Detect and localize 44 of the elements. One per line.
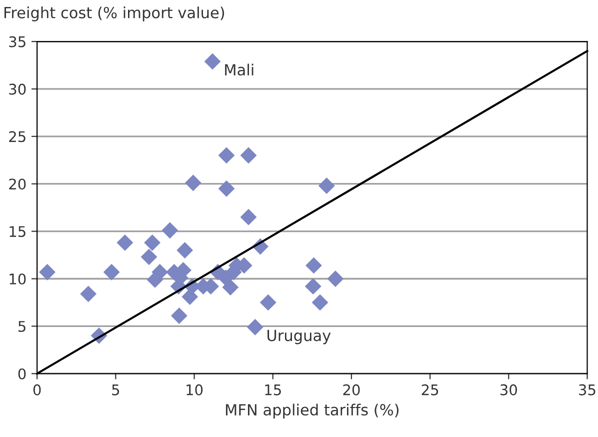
point bbox=[304, 278, 322, 295]
point bbox=[327, 270, 344, 287]
point bbox=[140, 248, 158, 266]
point bbox=[80, 286, 97, 302]
annotation: Mali bbox=[225, 64, 254, 76]
x-tick-label: 35 bbox=[579, 384, 596, 396]
point bbox=[318, 178, 335, 194]
y-tick-label: 35 bbox=[9, 36, 26, 48]
annotation: Uruguay bbox=[268, 330, 331, 344]
point bbox=[144, 234, 161, 251]
x-tick-label: 20 bbox=[343, 384, 360, 396]
point bbox=[306, 257, 322, 274]
x-tick-label: 0 bbox=[33, 384, 41, 396]
point bbox=[240, 147, 257, 164]
point bbox=[240, 208, 257, 226]
point bbox=[204, 53, 221, 70]
point bbox=[260, 294, 276, 311]
point bbox=[103, 264, 120, 280]
point bbox=[246, 318, 264, 336]
point bbox=[184, 174, 202, 192]
y-tick-label: 25 bbox=[9, 131, 26, 142]
x-tick-label: 30 bbox=[500, 384, 517, 396]
x-tick-label: 5 bbox=[112, 384, 120, 396]
x-tick-label: 10 bbox=[186, 384, 203, 396]
y-tick-label: 0 bbox=[18, 368, 26, 380]
y-tick-label: 5 bbox=[18, 321, 26, 332]
point bbox=[116, 234, 134, 251]
point bbox=[176, 242, 194, 258]
point bbox=[162, 222, 178, 239]
x-tick-label: 15 bbox=[265, 384, 281, 396]
point bbox=[152, 264, 168, 280]
y-tick-label: 20 bbox=[9, 178, 26, 190]
x-tick-label: 25 bbox=[422, 384, 438, 396]
point bbox=[222, 279, 239, 296]
y-tick-label: 10 bbox=[10, 273, 26, 284]
point bbox=[218, 147, 235, 164]
x-axis-title: MFN applied tariffs (%) bbox=[226, 404, 399, 419]
point bbox=[218, 180, 235, 197]
point bbox=[170, 308, 188, 324]
y-tick-label: 30 bbox=[9, 84, 26, 95]
y-axis-title: Freight cost (% import value) bbox=[4, 6, 224, 22]
y-tick-label: 15 bbox=[10, 226, 26, 238]
point bbox=[312, 294, 328, 311]
point bbox=[39, 264, 56, 280]
